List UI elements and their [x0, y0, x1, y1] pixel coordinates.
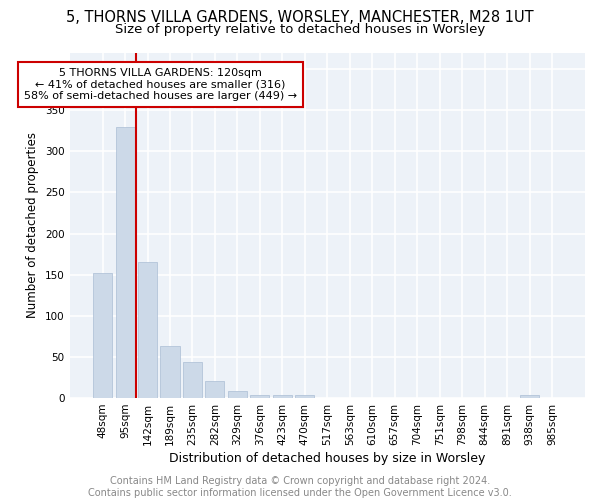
Bar [138, 262, 157, 398]
Text: Contains HM Land Registry data © Crown copyright and database right 2024.
Contai: Contains HM Land Registry data © Crown c… [88, 476, 512, 498]
Bar [273, 395, 292, 398]
X-axis label: Distribution of detached houses by size in Worsley: Distribution of detached houses by size … [169, 452, 485, 465]
Y-axis label: Number of detached properties: Number of detached properties [26, 132, 40, 318]
Text: 5, THORNS VILLA GARDENS, WORSLEY, MANCHESTER, M28 1UT: 5, THORNS VILLA GARDENS, WORSLEY, MANCHE… [66, 10, 534, 25]
Text: Size of property relative to detached houses in Worsley: Size of property relative to detached ho… [115, 22, 485, 36]
Bar [160, 346, 179, 398]
Bar [205, 381, 224, 398]
Bar [116, 126, 134, 398]
Bar [93, 273, 112, 398]
Bar [228, 390, 247, 398]
Bar [183, 362, 202, 398]
Bar [295, 395, 314, 398]
Text: 5 THORNS VILLA GARDENS: 120sqm
← 41% of detached houses are smaller (316)
58% of: 5 THORNS VILLA GARDENS: 120sqm ← 41% of … [24, 68, 297, 101]
Bar [250, 395, 269, 398]
Bar [520, 395, 539, 398]
